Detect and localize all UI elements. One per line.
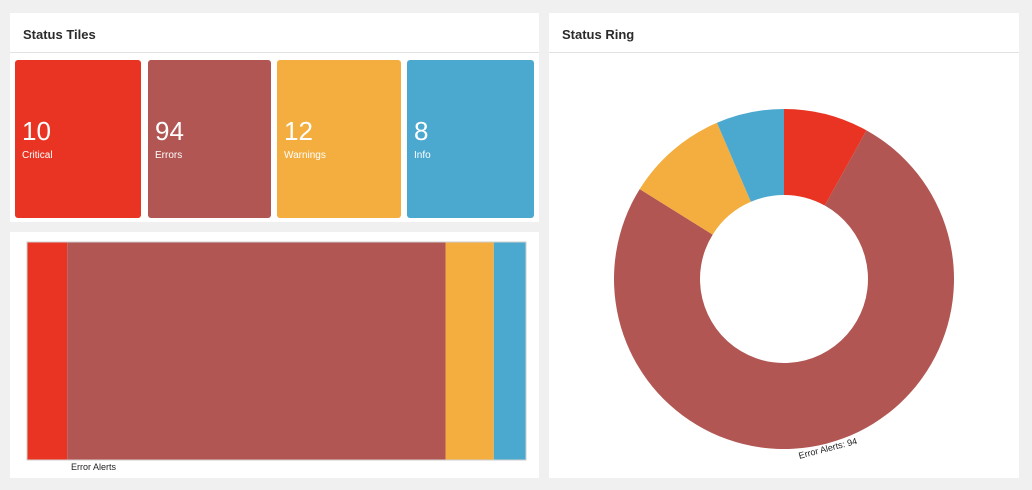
status-ring-chart: Error Alerts: 94 xyxy=(614,109,954,461)
stacked-bar-chart: Error Alerts xyxy=(26,241,527,472)
bar-segment-info[interactable] xyxy=(493,242,526,460)
tile-count: 8 xyxy=(414,116,429,146)
tile-label: Info xyxy=(414,150,431,161)
status-ring-title: Status Ring xyxy=(549,13,1019,53)
tile-critical[interactable]: 10 Critical xyxy=(15,60,141,218)
ring-segments xyxy=(614,109,954,449)
status-tiles-grid: 10 Critical 94 Errors 12 Warnings 8 Info xyxy=(15,60,535,218)
tile-label: Warnings xyxy=(284,150,326,161)
bar-frame xyxy=(26,241,527,461)
ring-slice-info[interactable] xyxy=(716,109,784,202)
tile-count: 12 xyxy=(284,116,313,146)
ring-slice-critical[interactable] xyxy=(784,109,867,206)
tile-warnings[interactable]: 12 Warnings xyxy=(277,60,401,218)
bar-segment-warnings[interactable] xyxy=(445,242,494,460)
tile-info[interactable]: 8 Info xyxy=(407,60,534,218)
tile-count: 94 xyxy=(155,116,184,146)
bar-segment-errors[interactable] xyxy=(67,242,446,460)
tile-label: Critical xyxy=(22,150,53,161)
bar-axis-label: Error Alerts xyxy=(71,462,117,472)
bar-segments xyxy=(26,241,527,461)
tile-errors[interactable]: 94 Errors xyxy=(148,60,271,218)
status-tiles-title: Status Tiles xyxy=(10,13,539,53)
tile-count: 10 xyxy=(22,116,51,146)
bar-segment-critical[interactable] xyxy=(27,242,68,460)
tile-label: Errors xyxy=(155,150,183,161)
stacked-bar-panel: Error Alerts xyxy=(10,232,539,478)
ring-slice-errors[interactable] xyxy=(614,130,954,449)
status-ring-panel: Status Ring Error Alerts: 94 xyxy=(549,13,1019,478)
status-tiles-panel: Status Tiles 10 Critical 94 Errors 12 Wa… xyxy=(10,13,539,222)
ring-slice-warnings[interactable] xyxy=(639,122,751,235)
